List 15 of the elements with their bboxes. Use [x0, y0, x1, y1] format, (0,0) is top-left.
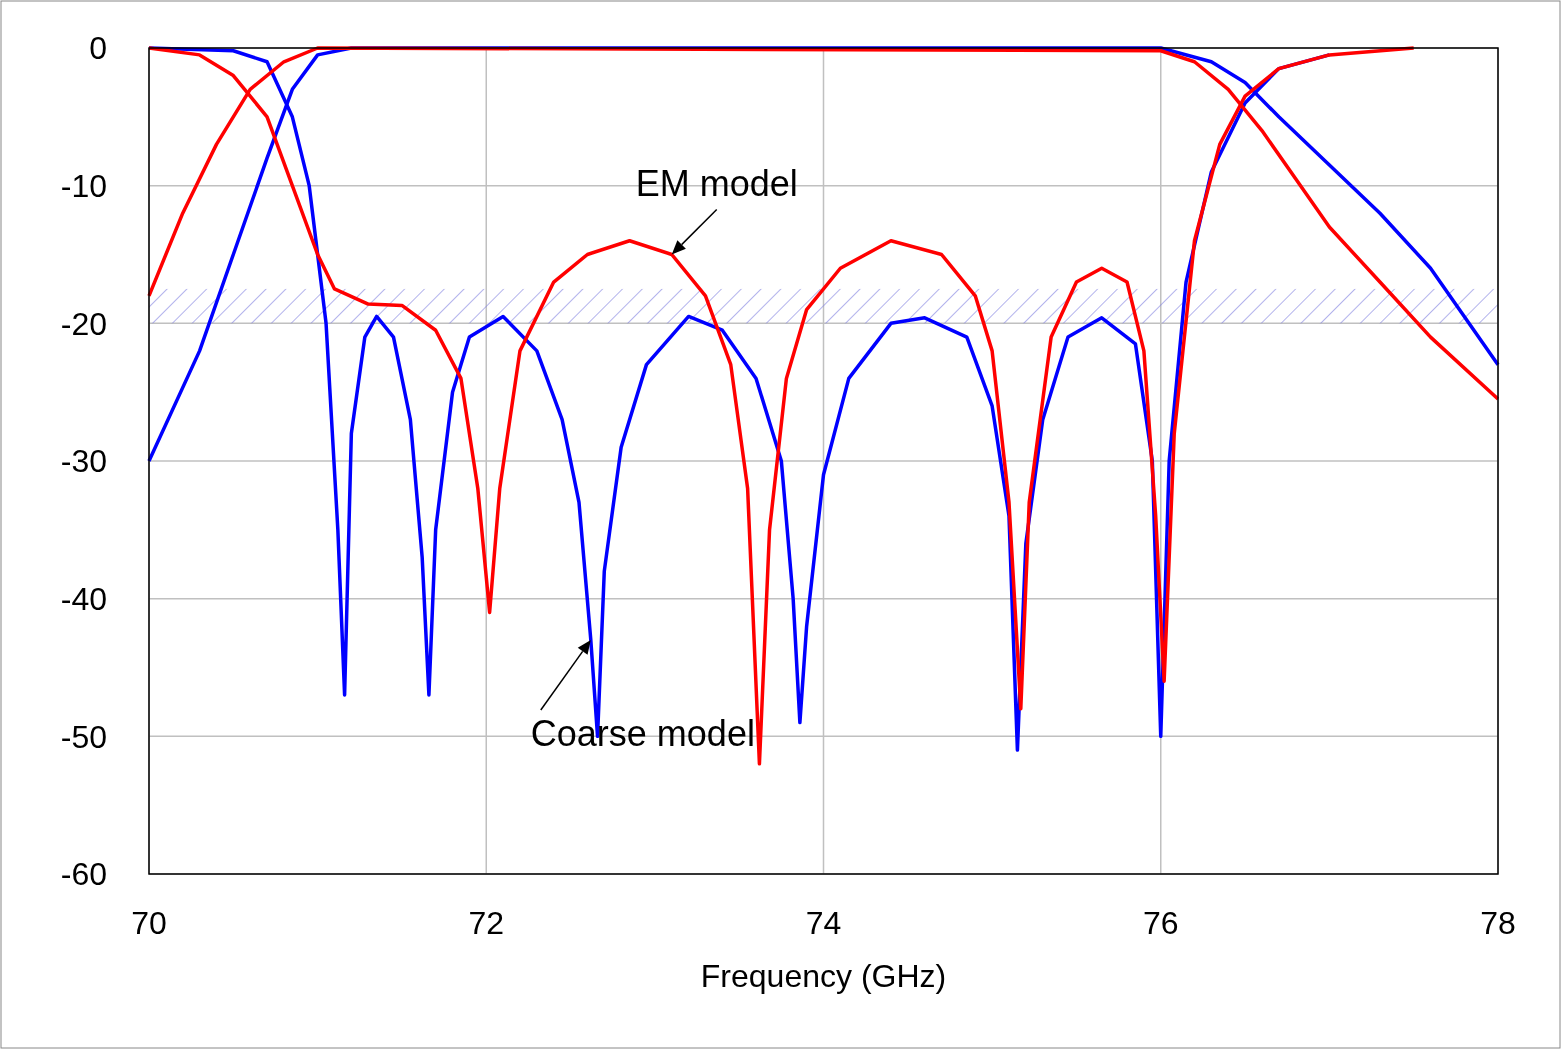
- x-tick-label: 72: [468, 905, 505, 941]
- y-tick-label: -30: [60, 443, 107, 480]
- y-tick-label: -20: [60, 305, 107, 342]
- annotation: Coarse model: [530, 712, 755, 754]
- annotation: EM model: [635, 162, 798, 204]
- x-tick-label: 74: [805, 905, 842, 941]
- x-axis-title: Frequency (GHz): [700, 958, 947, 994]
- y-tick-label: 0: [89, 30, 107, 67]
- x-tick-label: 78: [1480, 905, 1516, 941]
- x-tick-label: 76: [1142, 905, 1179, 941]
- y-tick-label: -50: [60, 718, 107, 755]
- x-tick-label: 70: [131, 905, 167, 941]
- y-tick-label: -10: [60, 167, 107, 204]
- y-tick-label: -60: [60, 856, 107, 893]
- y-tick-label: -40: [60, 580, 107, 617]
